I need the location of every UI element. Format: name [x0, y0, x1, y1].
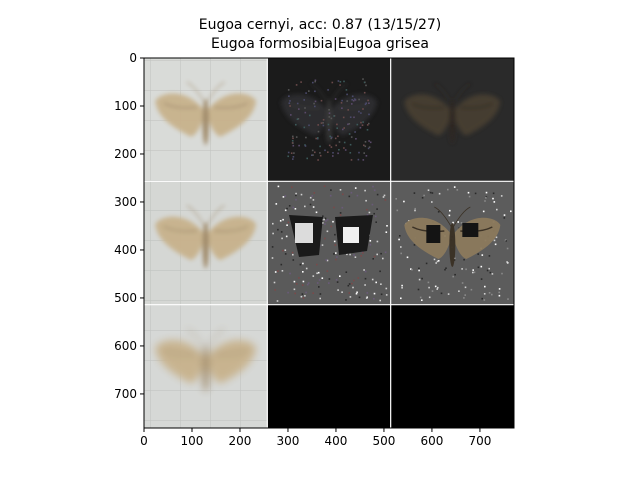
grid-cell-moth-photo — [144, 58, 268, 182]
grid-cell-saliency-overlay-dark — [390, 58, 514, 182]
cell-background — [267, 304, 391, 428]
figure-title-line-1: Eugoa cernyi, acc: 0.87 (13/15/27) — [198, 17, 442, 33]
noise-speckles — [287, 78, 372, 161]
moth-icon — [155, 328, 257, 392]
x-tick-label: 100 — [181, 434, 204, 448]
grid-cell-saliency-noisy — [267, 58, 391, 182]
x-tick-label: 0 — [140, 434, 148, 448]
x-tick-label: 500 — [372, 434, 395, 448]
grid-cell-occlusion-map — [267, 181, 391, 305]
y-tick-label: 700 — [114, 387, 137, 401]
moth-icon — [155, 205, 257, 269]
grid-cell-occlusion-overlay — [390, 181, 514, 305]
cell-background — [390, 304, 514, 428]
moth-icon — [155, 81, 257, 146]
figure-title-line-2: Eugoa formosibia|Eugoa grisea — [211, 36, 429, 52]
x-tick-label: 400 — [325, 434, 348, 448]
grid-cell-moth-photo-blurred — [144, 304, 268, 428]
moth-icon — [404, 83, 501, 144]
y-tick-label: 0 — [129, 51, 137, 65]
x-tick-label: 600 — [420, 434, 443, 448]
axes-frame — [143, 57, 515, 429]
cell-separators — [144, 58, 514, 428]
y-tick-label: 500 — [114, 291, 137, 305]
cells-layer — [144, 58, 514, 428]
x-tick-label: 300 — [277, 434, 300, 448]
grid-cell-empty-black — [267, 304, 391, 428]
occluded-patch — [462, 223, 479, 237]
y-tick-label: 200 — [114, 147, 137, 161]
axes-layer: 0 100 200 300 400 500 600 700 0 100 200 300 400 500 60… — [114, 51, 515, 448]
occlusion-shape — [289, 215, 373, 257]
cell-background — [267, 181, 391, 305]
y-tick-label: 300 — [114, 195, 137, 209]
grid-cell-empty-black — [390, 304, 514, 428]
y-tick-label: 600 — [114, 339, 137, 353]
y-tick-label: 400 — [114, 243, 137, 257]
x-tick-label: 200 — [229, 434, 252, 448]
grid-cell-moth-photo — [144, 181, 268, 305]
occluded-patch — [426, 225, 441, 243]
x-tick-label: 700 — [468, 434, 491, 448]
y-tick-label: 100 — [114, 99, 137, 113]
